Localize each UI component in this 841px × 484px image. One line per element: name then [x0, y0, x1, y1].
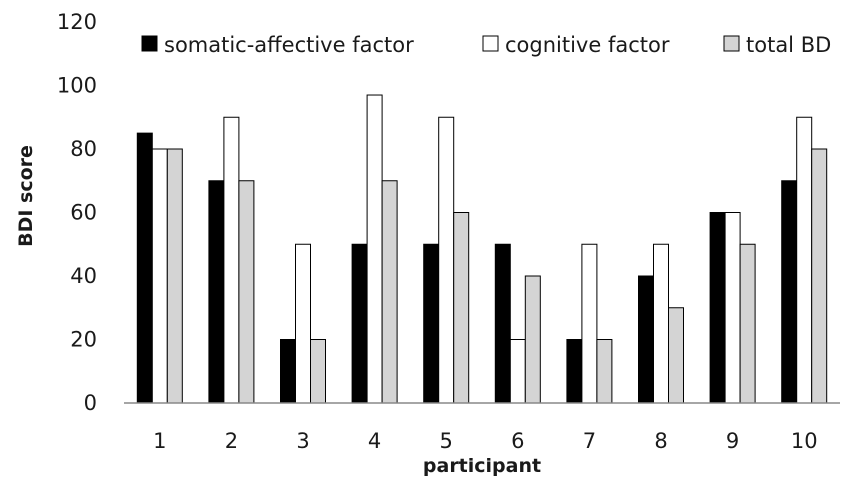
bar-somatic-affective-factor [351, 243, 368, 404]
bar-total-bd [238, 180, 255, 404]
bar-somatic-affective-factor [208, 180, 225, 404]
y-tick-label: 100 [57, 74, 97, 98]
bar-cognitive-factor [438, 116, 455, 404]
x-tick-label: 8 [654, 429, 667, 453]
bar-total-bd [668, 307, 684, 404]
y-tick-label: 0 [84, 391, 97, 415]
bar-somatic-affective-factor [423, 243, 440, 404]
x-axis-title: participant [423, 455, 541, 477]
bar-cognitive-factor [366, 94, 383, 404]
x-tick-label: 7 [583, 429, 596, 453]
bar-somatic-affective-factor [638, 275, 654, 404]
x-tick-label: 10 [791, 429, 818, 453]
bar-somatic-affective-factor [280, 339, 296, 404]
x-tick-label: 2 [225, 429, 238, 453]
y-tick-label: 120 [57, 10, 97, 34]
bar-somatic-affective-factor [494, 243, 511, 404]
x-axis-ticks: 1 2 3 4 5 6 7 8 9 10 [153, 429, 817, 453]
y-tick-label: 60 [70, 201, 97, 225]
x-tick-label: 6 [511, 429, 524, 453]
x-tick-label: 3 [296, 429, 309, 453]
legend-label: somatic-affective factor [164, 33, 414, 57]
y-axis-title: BDI score [15, 145, 37, 247]
bar-total-bd [524, 275, 541, 404]
y-tick-label: 20 [70, 328, 97, 352]
legend-label: total BD [746, 33, 831, 57]
bar-cognitive-factor [796, 116, 813, 404]
bar-total-bd [310, 339, 326, 404]
x-tick-label: 5 [440, 429, 453, 453]
bar-cognitive-factor [653, 243, 669, 404]
x-tick-label: 9 [726, 429, 739, 453]
legend-swatch [482, 35, 499, 52]
bar-somatic-affective-factor [136, 132, 153, 404]
bar-cognitive-factor [295, 243, 311, 404]
bar-total-bd [596, 339, 613, 404]
y-axis-ticks: 0 20 40 60 80 100 120 [57, 10, 97, 415]
bar-somatic-affective-factor [781, 180, 798, 404]
bar-cognitive-factor [724, 212, 741, 404]
y-tick-label: 40 [70, 264, 97, 288]
legend-swatch [723, 35, 740, 52]
bar-total-bd [811, 148, 828, 404]
legend-label: cognitive factor [505, 33, 670, 57]
bar-cognitive-factor [151, 148, 168, 404]
legend-swatch [141, 35, 158, 52]
y-tick-label: 80 [70, 137, 97, 161]
bar-total-bd [166, 148, 183, 404]
legend: somatic-affective factor cognitive factor… [141, 33, 831, 57]
x-tick-label: 4 [368, 429, 381, 453]
bar-total-bd [739, 243, 756, 404]
bar-total-bd [453, 212, 470, 404]
bar-cognitive-factor [223, 116, 240, 404]
x-tick-label: 1 [153, 429, 166, 453]
bars [136, 94, 828, 404]
bar-somatic-affective-factor [566, 339, 583, 404]
bar-cognitive-factor [509, 339, 526, 404]
bar-somatic-affective-factor [709, 212, 726, 404]
bar-cognitive-factor [581, 243, 598, 404]
bar-total-bd [381, 180, 398, 404]
